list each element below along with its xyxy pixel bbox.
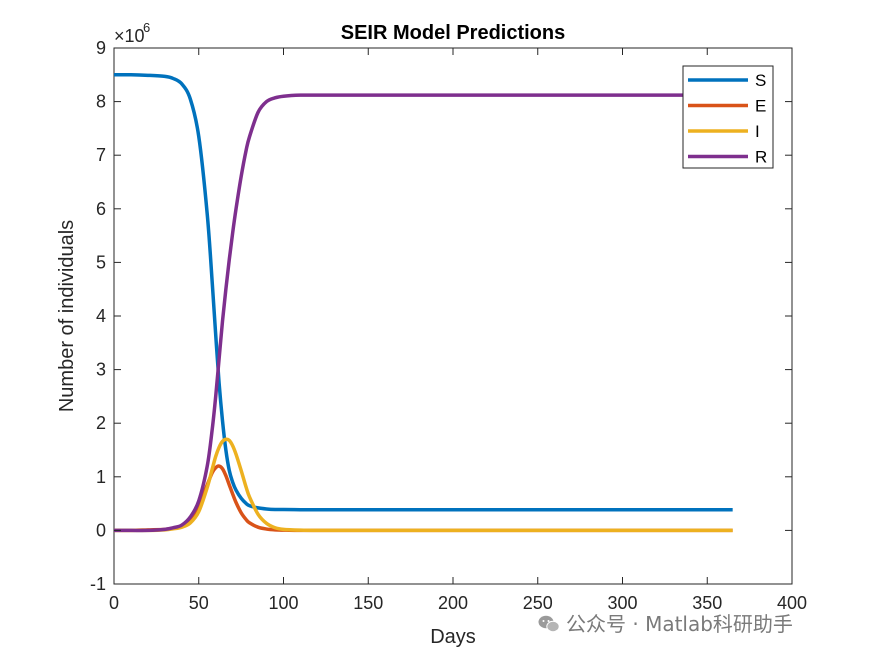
x-tick-label: 100: [268, 593, 298, 613]
x-tick-label: 300: [607, 593, 637, 613]
legend-label-R: R: [755, 148, 767, 167]
y-tick-label: -1: [90, 574, 106, 594]
watermark: 公众号 · Matlab科研助手: [538, 608, 793, 637]
x-tick-label: 400: [777, 593, 807, 613]
x-tick-label: 0: [109, 593, 119, 613]
y-tick-label: 8: [96, 92, 106, 112]
x-tick-label: 150: [353, 593, 383, 613]
x-axis-label: Days: [430, 626, 476, 648]
y-tick-label: 6: [96, 199, 106, 219]
x-tick-label: 200: [438, 593, 468, 613]
legend-items: SEIR: [688, 71, 767, 167]
y-tick-label: 2: [96, 413, 106, 433]
legend: SEIR: [682, 65, 774, 169]
y-tick-label: 9: [96, 38, 106, 58]
y-tick-label: 4: [96, 306, 106, 326]
y-exponent-label: ×10 6: [114, 20, 150, 46]
series-layer: [113, 73, 733, 533]
x-tick-label: 50: [189, 593, 209, 613]
series-line-S: [113, 73, 733, 512]
legend-label-S: S: [755, 71, 766, 90]
legend-box: [682, 65, 774, 169]
y-tick-label: 1: [96, 467, 106, 487]
x-tick-label: 250: [523, 593, 553, 613]
series-line-I: [113, 437, 733, 533]
y-exponent-power: 6: [143, 20, 150, 35]
y-exponent-base: ×10: [114, 26, 145, 46]
legend-label-I: I: [755, 122, 760, 141]
y-axis-label: Number of individuals: [56, 220, 78, 412]
wechat-icon: [538, 615, 560, 633]
y-tick-label: 7: [96, 145, 106, 165]
x-tick-label: 350: [692, 593, 722, 613]
series-line-R: [113, 93, 733, 533]
y-tick-label: 0: [96, 520, 106, 540]
axes-box: [113, 47, 793, 585]
y-tick-label: 5: [96, 252, 106, 272]
legend-label-E: E: [755, 97, 766, 116]
watermark-text: 公众号 · Matlab科研助手: [566, 612, 793, 636]
y-tick-label: 3: [96, 360, 106, 380]
chart-title: SEIR Model Predictions: [341, 22, 565, 44]
